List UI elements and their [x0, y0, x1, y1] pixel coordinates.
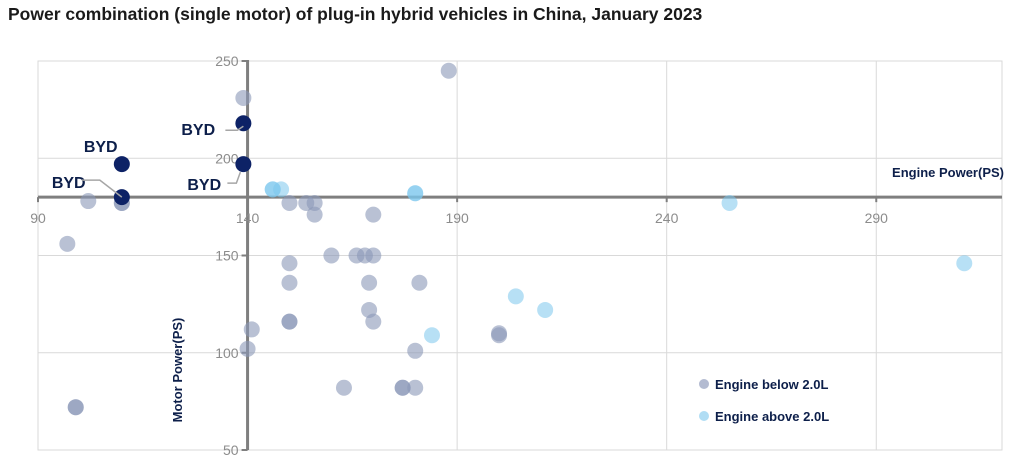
x-axis-label: Engine Power(PS): [892, 165, 1004, 180]
data-point: [365, 247, 382, 264]
data-point: [365, 313, 382, 330]
data-point: [423, 327, 440, 344]
data-point: [365, 206, 382, 223]
legend-label-below: Engine below 2.0L: [715, 377, 828, 392]
data-point: [335, 379, 352, 396]
data-point: [306, 206, 323, 223]
data-point: [264, 181, 281, 198]
y-tick-label: 200: [215, 150, 239, 166]
legend-marker-above: [699, 411, 709, 421]
data-point: [235, 89, 252, 106]
data-label: BYD: [84, 139, 118, 156]
data-point: [281, 194, 298, 211]
data-point: [281, 313, 298, 330]
label-leader-line: [225, 125, 244, 131]
data-point: [80, 193, 97, 210]
data-point: [239, 340, 256, 357]
y-tick-label: 250: [215, 53, 239, 69]
data-point: [235, 156, 252, 173]
data-point: [281, 274, 298, 291]
x-tick-label: 290: [865, 210, 889, 226]
data-point: [235, 115, 252, 132]
data-point: [361, 274, 378, 291]
data-point: [537, 301, 554, 318]
data-point: [323, 247, 340, 264]
data-label: BYD: [181, 122, 215, 139]
data-point: [721, 194, 738, 211]
x-tick-label: 140: [236, 210, 260, 226]
data-label: BYD: [187, 177, 221, 194]
data-point: [956, 255, 973, 272]
label-leader-line: [227, 171, 242, 184]
data-label: BYD: [52, 175, 86, 192]
data-point: [394, 379, 411, 396]
data-point: [491, 327, 508, 344]
chart-title: Power combination (single motor) of plug…: [8, 4, 703, 24]
data-point: [507, 288, 524, 305]
data-point: [407, 379, 424, 396]
y-tick-label: 100: [215, 345, 239, 361]
data-point: [407, 185, 424, 202]
legend: Engine below 2.0L Engine above 2.0L: [699, 377, 829, 424]
x-tick-label: 240: [655, 210, 679, 226]
data-point: [67, 399, 84, 416]
y-axis-label: Motor Power(PS): [170, 318, 185, 423]
x-tick-label: 90: [30, 210, 46, 226]
data-point: [440, 62, 457, 79]
x-tick-label: 190: [445, 210, 469, 226]
data-point: [59, 235, 76, 252]
data-point: [411, 274, 428, 291]
legend-marker-below: [699, 379, 709, 389]
legend-label-above: Engine above 2.0L: [715, 409, 829, 424]
data-point: [113, 156, 130, 173]
data-point: [306, 194, 323, 211]
y-tick-label: 150: [215, 248, 239, 264]
data-point: [281, 255, 298, 272]
data-point: [407, 342, 424, 359]
data-point: [243, 321, 260, 338]
y-tick-label: 50: [223, 442, 239, 458]
label-leader-line: [81, 179, 123, 198]
